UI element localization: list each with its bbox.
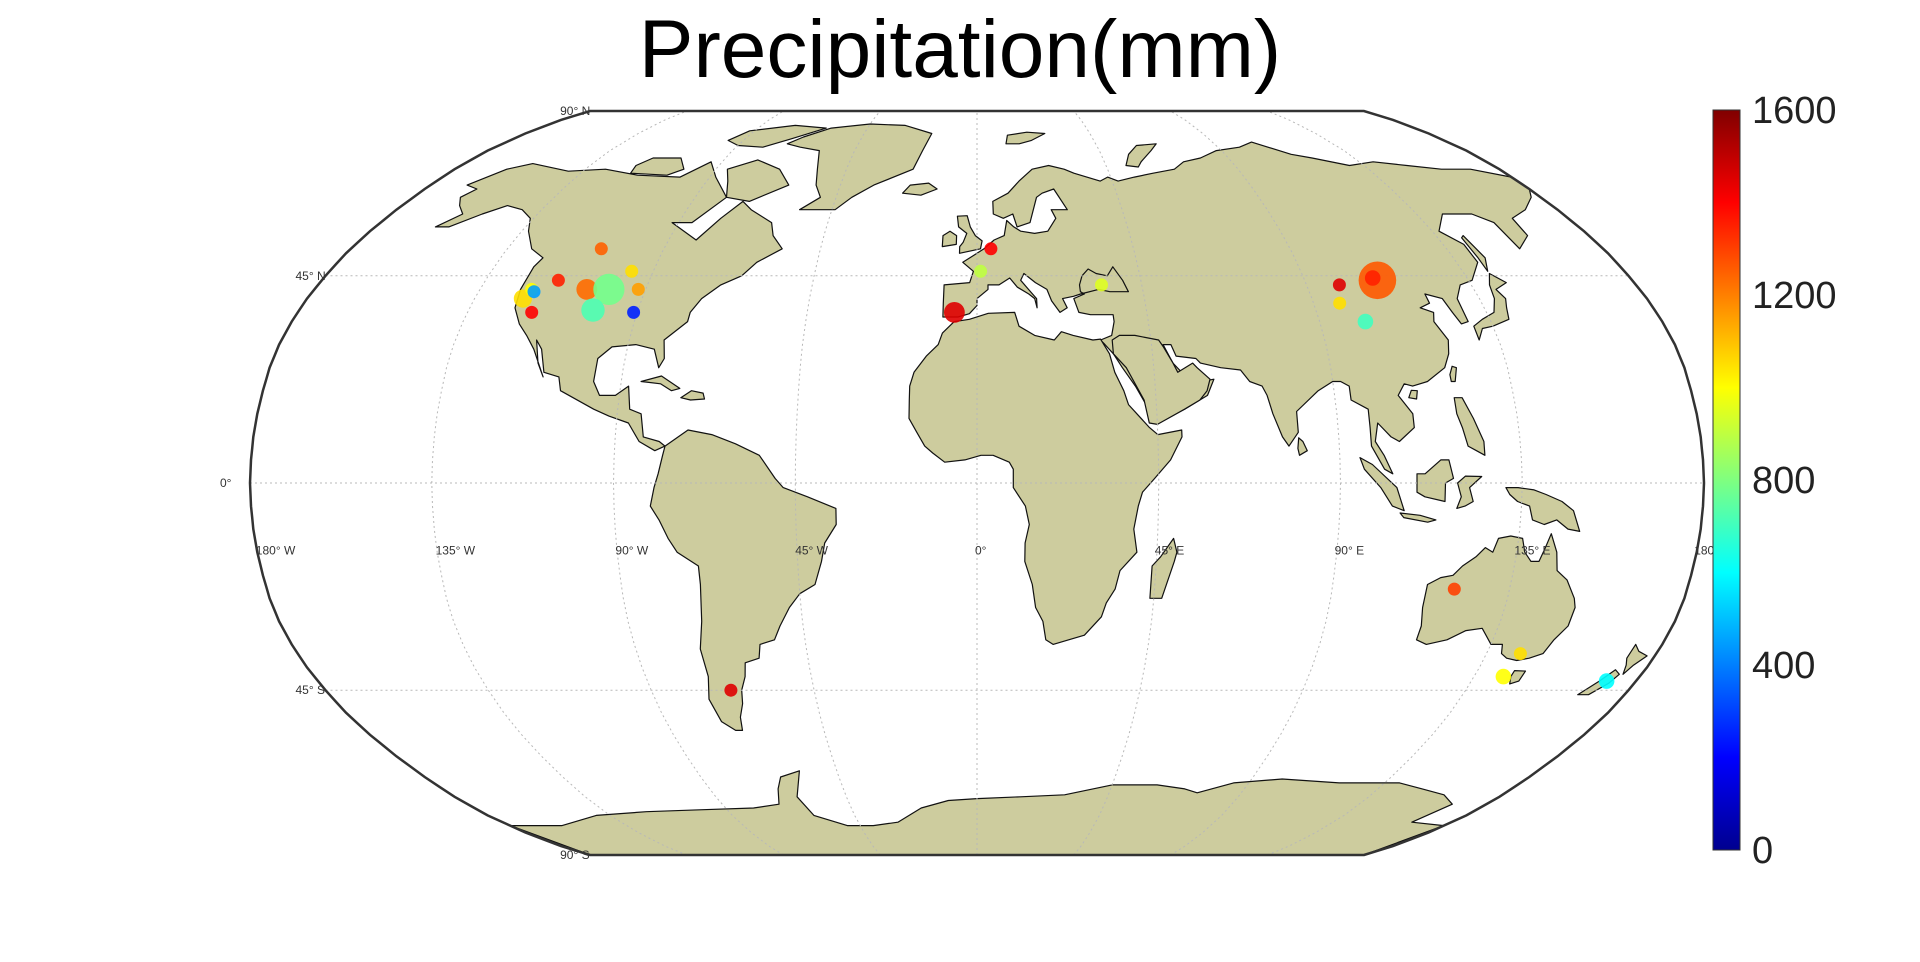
land-hispaniola [680,390,706,401]
lat-label-45s: 45° S [296,683,325,697]
precipitation-point [1364,270,1381,286]
meridian-line [794,110,881,856]
lon-label-45e: 45° E [1155,544,1184,558]
longitude-labels: 180° W 135° W 90° W 45° W 0° 45° E 90° E… [256,544,1731,558]
latitude-labels: 90° N 45° N 0° 45° S 90° S [220,104,590,862]
land-madagascar [1149,537,1178,599]
land-eurasia [942,141,1532,475]
lon-label-0: 0° [975,544,987,558]
precipitation-point [1357,313,1374,330]
precipitation-point [625,264,639,278]
land-australia [1415,533,1576,662]
land-greenland [786,123,933,211]
land-great-britain [956,215,983,254]
land-arabia [1111,334,1211,425]
precipitation-points [513,242,1615,697]
land-north-america [434,161,783,452]
land-borneo [1416,459,1455,503]
land-svalbard [1005,131,1046,145]
precipitation-point [724,683,738,697]
land-iceland [902,182,938,196]
precipitation-point [1495,668,1512,685]
meridian-line [612,110,784,856]
lon-label-90w: 90° W [615,544,648,558]
precipitation-point [593,273,625,305]
lon-label-135e: 135° E [1514,544,1550,558]
precipitation-point [527,285,541,299]
lon-label-90e: 90° E [1335,544,1364,558]
land-ireland [941,230,958,248]
precipitation-point [525,305,539,319]
land-sakhalin [1461,235,1489,272]
meridian-line [1267,110,1523,856]
lat-label-0: 0° [220,476,232,490]
meridian-line [1073,110,1160,856]
precipitation-point [1333,296,1347,310]
precipitation-point [551,273,565,287]
lon-label-135w: 135° W [436,544,476,558]
land-tasmania [1509,670,1527,685]
land-antarctica [509,770,1453,855]
colorbar-label-400: 400 [1752,645,1815,687]
precipitation-point [581,298,605,322]
colorbar: 0 400 800 1200 1600 [1712,90,1837,872]
lat-label-45n: 45° N [296,269,326,283]
precipitation-point [631,282,645,296]
lon-label-45w: 45° W [795,544,828,558]
colorbar-gradient [1712,109,1741,851]
lon-label-180w: 180° W [256,544,296,558]
precipitation-point [1447,582,1461,596]
colorbar-label-800: 800 [1752,460,1815,502]
land-philippines [1453,397,1486,456]
precipitation-point [1332,278,1346,292]
colorbar-label-1600: 1600 [1752,90,1837,132]
map-frame [248,109,1706,857]
precipitation-point [1095,278,1108,292]
land-novaya-zemlya [1125,143,1157,168]
land-south-america [649,429,837,731]
land-java [1399,512,1437,523]
land-africa [908,311,1183,645]
land-sumatra [1359,457,1405,512]
map-title: Precipitation(mm) [638,4,1282,95]
lat-label-90n: 90° N [560,104,590,118]
landmasses [434,123,1648,855]
land-victoria-island [630,157,685,176]
colorbar-label-1200: 1200 [1752,275,1837,317]
lat-label-90s: 90° S [560,848,589,862]
precipitation-point [944,302,965,323]
land-ellesmere-island [727,124,827,148]
land-sri-lanka [1297,437,1308,456]
land-baffin-island [725,159,790,202]
land-new-zealand-north [1622,643,1648,675]
precipitation-point [576,279,598,300]
land-hainan [1408,389,1418,400]
precipitation-point [1513,647,1527,661]
land-cuba [640,375,681,392]
colorbar-label-0: 0 [1752,830,1773,872]
land-taiwan [1449,365,1457,383]
land-japan [1473,272,1510,341]
land-sulawesi [1456,475,1483,509]
precipitation-point [627,305,641,319]
precipitation-point [984,242,998,256]
precipitation-point [1598,673,1615,689]
precipitation-point [974,264,988,278]
precipitation-point [594,242,608,256]
